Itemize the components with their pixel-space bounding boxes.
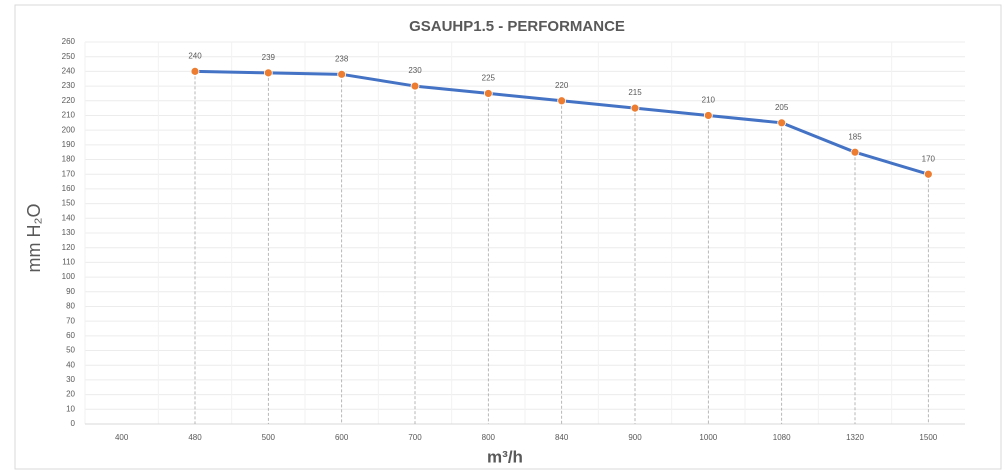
- y-tick-label: 30: [66, 375, 75, 384]
- y-tick-label: 120: [62, 243, 76, 252]
- data-label: 230: [408, 66, 422, 75]
- data-label: 170: [922, 154, 936, 163]
- x-tick-label: 1500: [919, 433, 937, 442]
- y-tick-label: 20: [66, 390, 75, 399]
- y-tick-label: 170: [62, 169, 76, 178]
- y-tick-label: 180: [62, 155, 76, 164]
- y-axis-label: mm H₂O: [24, 204, 44, 273]
- x-tick-label: 480: [188, 433, 202, 442]
- y-tick-label: 80: [66, 302, 75, 311]
- y-tick-label: 260: [62, 37, 76, 46]
- y-tick-label: 10: [66, 404, 75, 413]
- y-tick-label: 50: [66, 346, 75, 355]
- y-tick-label: 230: [62, 81, 76, 90]
- data-point: [190, 66, 200, 76]
- y-tick-label: 110: [62, 257, 75, 266]
- data-point: [703, 111, 713, 120]
- x-tick-label: 900: [628, 433, 642, 442]
- data-point: [337, 69, 347, 79]
- y-tick-label: 150: [62, 199, 76, 208]
- x-tick-label: 800: [482, 433, 496, 442]
- data-point: [923, 169, 933, 179]
- y-tick-label: 40: [66, 360, 75, 369]
- data-point: [483, 89, 493, 98]
- x-tick-label: 500: [262, 433, 276, 442]
- data-point: [850, 147, 860, 157]
- data-label: 210: [702, 96, 716, 105]
- x-axis-label: m³/h: [487, 447, 523, 466]
- data-label: 205: [775, 103, 789, 112]
- y-tick-label: 100: [62, 272, 76, 281]
- y-tick-label: 60: [66, 331, 75, 340]
- chart-title: GSAUHP1.5 - PERFORMANCE: [409, 18, 625, 35]
- data-label: 220: [555, 81, 569, 90]
- y-tick-label: 130: [62, 228, 76, 237]
- y-tick-label: 160: [62, 184, 76, 193]
- data-point: [630, 103, 640, 113]
- data-label: 225: [482, 74, 496, 83]
- x-tick-label: 1000: [699, 433, 717, 442]
- chart-frame: [14, 4, 1002, 470]
- x-tick-label: 840: [555, 433, 569, 442]
- y-tick-label: 140: [62, 213, 76, 222]
- data-label: 239: [262, 53, 276, 62]
- y-tick-label: 250: [62, 52, 76, 61]
- y-tick-label: 190: [62, 140, 76, 149]
- y-tick-label: 90: [66, 287, 75, 296]
- x-tick-label: 700: [408, 433, 422, 442]
- x-tick-label: 1080: [773, 433, 791, 442]
- data-label: 238: [335, 54, 349, 63]
- data-label: 240: [188, 51, 202, 60]
- x-tick-label: 600: [335, 433, 349, 442]
- data-point: [777, 118, 787, 128]
- y-tick-label: 0: [71, 419, 76, 428]
- data-point: [410, 81, 420, 91]
- y-tick-label: 240: [62, 66, 76, 75]
- data-point: [557, 96, 567, 106]
- y-tick-label: 220: [62, 96, 76, 105]
- y-tick-label: 70: [66, 316, 75, 325]
- x-tick-label: 1320: [846, 433, 864, 442]
- y-tick-label: 210: [62, 111, 76, 120]
- data-point: [263, 68, 273, 78]
- y-tick-label: 200: [62, 125, 76, 134]
- data-label: 185: [848, 132, 862, 141]
- data-label: 215: [628, 88, 642, 97]
- x-tick-label: 400: [115, 433, 129, 442]
